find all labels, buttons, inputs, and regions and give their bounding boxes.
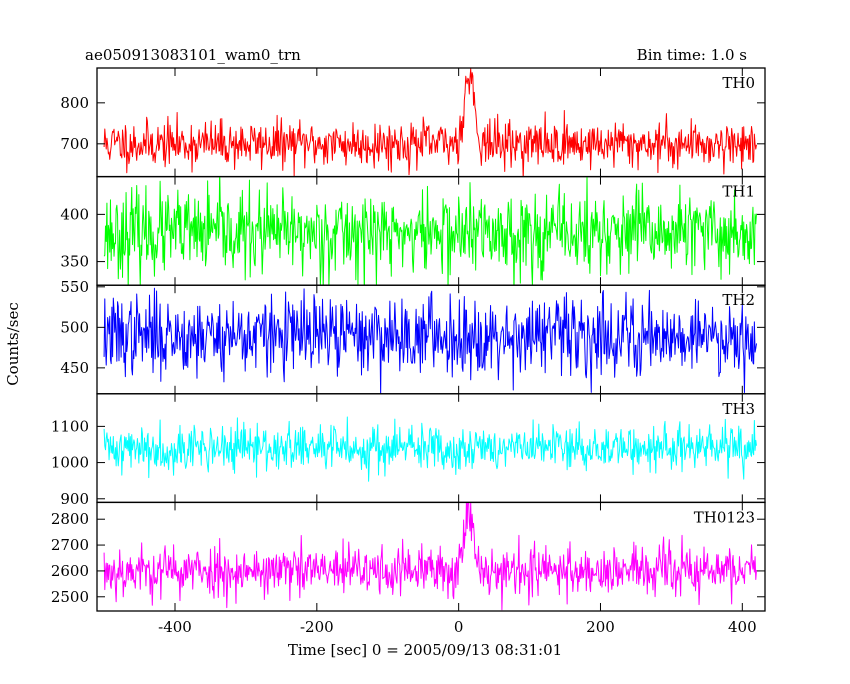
y-tick-label: 1100 <box>51 417 89 435</box>
panel-label-th1: TH1 <box>722 183 755 201</box>
y-tick-label: 700 <box>60 135 89 153</box>
y-tick-label: 450 <box>60 359 89 377</box>
y-tick-label: 2800 <box>51 510 89 528</box>
series-line-th1 <box>103 176 757 286</box>
x-axis-label: Time [sec] 0 = 2005/09/13 08:31:01 <box>288 641 562 659</box>
chart-title: ae050913083101_wam0_trn <box>85 46 301 64</box>
x-tick-label: 0 <box>454 618 464 636</box>
y-tick-label: 550 <box>60 278 89 296</box>
panels-group: TH0 700 800 TH1 350 400 TH2 450 500 550 TH3 900 1000… <box>51 67 766 636</box>
bin-time-label: Bin time: 1.0 s <box>637 46 747 64</box>
series-line-th3 <box>103 416 757 482</box>
y-tick-label: 1000 <box>51 454 89 472</box>
y-axis-label: Counts/sec <box>4 302 22 386</box>
y-tick-label: 2600 <box>51 562 89 580</box>
x-tick-label: 400 <box>728 618 757 636</box>
x-tick-label: -400 <box>158 618 192 636</box>
panel-frame-th3 <box>96 393 766 504</box>
y-tick-label: 350 <box>60 253 89 271</box>
panel-frame-th0123 <box>96 501 766 612</box>
panel-label-th0: TH0 <box>722 74 755 92</box>
x-tick-label: -200 <box>300 618 334 636</box>
y-tick-label: 500 <box>60 318 89 336</box>
panel-frame-th0 <box>96 67 766 178</box>
y-tick-label: 2500 <box>51 588 89 606</box>
panel-label-th2: TH2 <box>722 291 755 309</box>
y-tick-label: 900 <box>60 490 89 508</box>
panel-label-th0123: TH0123 <box>694 508 755 526</box>
series-line-th0123 <box>103 502 757 611</box>
series-line-th0 <box>103 68 757 177</box>
y-tick-label: 400 <box>60 205 89 223</box>
panel-label-th3: TH3 <box>722 400 755 418</box>
series-line-th2 <box>103 287 757 394</box>
y-tick-label: 800 <box>60 94 89 112</box>
y-tick-label: 2700 <box>51 536 89 554</box>
x-tick-label: 200 <box>586 618 615 636</box>
